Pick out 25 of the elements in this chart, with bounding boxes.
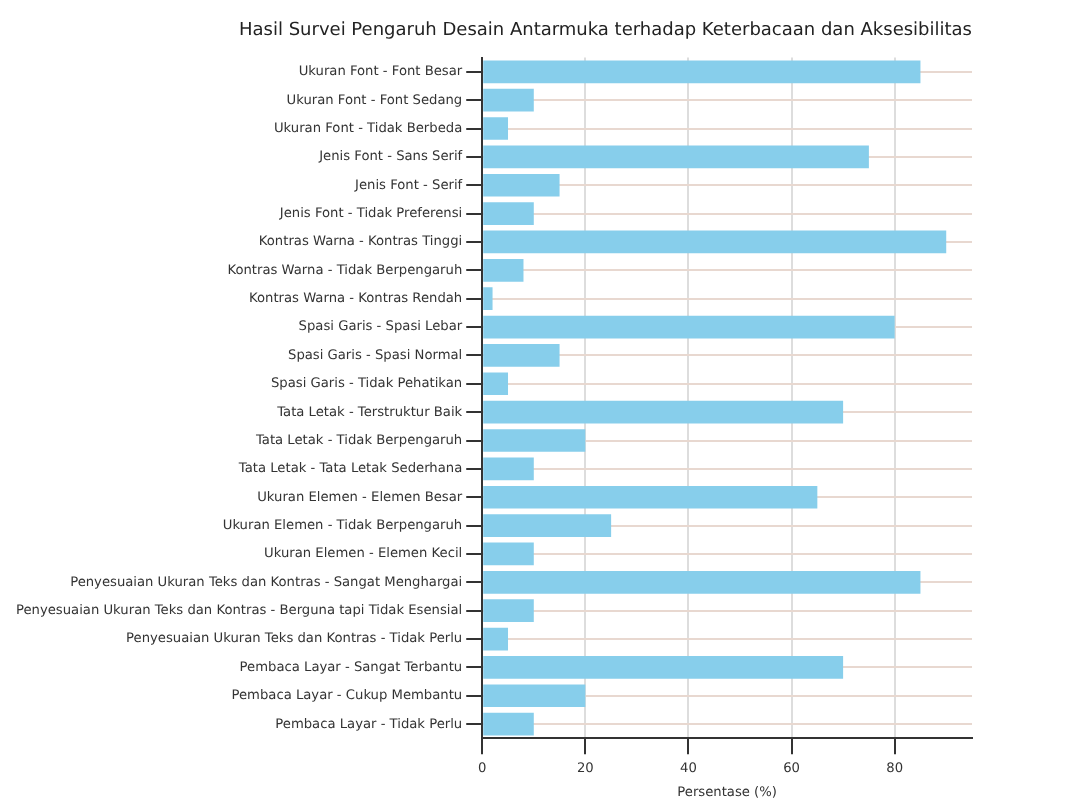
bar [483,599,534,623]
bar [483,400,844,424]
bar [483,429,586,452]
bar [483,712,534,736]
bar [483,60,921,84]
bar [483,287,493,311]
bar [483,372,509,396]
bar [483,457,534,481]
bar [483,173,560,197]
bar [483,656,844,679]
bar [483,117,509,140]
bar [483,684,586,708]
bar [483,485,818,509]
bar [483,258,524,282]
bar [483,315,895,339]
bar [483,627,509,651]
bar [483,570,921,594]
bar [483,145,869,169]
bar [483,514,612,537]
bar [483,230,947,254]
bar [483,202,534,225]
bar [483,542,534,566]
chart-title: Hasil Survei Pengaruh Desain Antarmuka terhadap Keterbacaan dan Aksesibilitas [239,21,973,42]
bar [483,88,534,112]
bar [483,344,560,367]
